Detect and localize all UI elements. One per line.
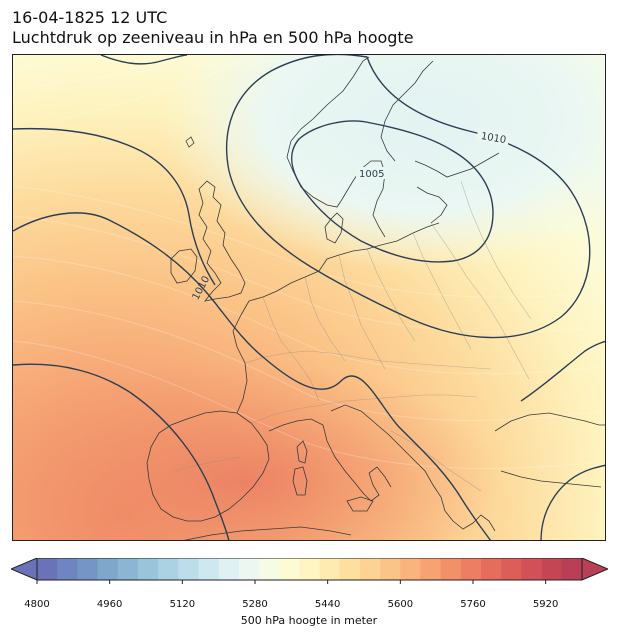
colorbar-swatch	[137, 558, 159, 580]
colorbar-extend-low	[11, 558, 38, 581]
map-title: Luchtdruk op zeeniveau in hPa en 500 hPa…	[12, 28, 414, 47]
colorbar	[11, 558, 608, 584]
coastlines	[146, 56, 605, 540]
colorbar-swatch	[481, 558, 502, 580]
colorbar-swatch	[460, 558, 482, 580]
colorbar-swatch	[521, 558, 543, 580]
colorbar-tick-label: 4800	[24, 599, 50, 610]
map-timestamp: 16-04-1825 12 UTC	[12, 8, 168, 27]
colorbar-tick-label: 5920	[532, 599, 559, 610]
colorbar-frame	[36, 558, 583, 581]
colorbar-swatch	[319, 558, 341, 580]
colorbar-swatch	[420, 558, 442, 580]
colorbar-swatch	[440, 558, 462, 580]
isobars	[13, 55, 605, 540]
colorbar-swatch	[380, 558, 401, 580]
height-band-edges	[13, 60, 605, 469]
colorbar-tick-label: 5440	[314, 599, 341, 610]
colorbar-tick-label: 5760	[460, 599, 486, 610]
isobar-1010-west	[13, 212, 492, 540]
colorbar-tick-marks	[36, 580, 547, 584]
colorbar-swatch	[279, 558, 301, 580]
colorbar-tick-label: 5600	[387, 599, 414, 610]
map-panel: 1005 1010 1010	[12, 54, 606, 541]
colorbar-swatch	[238, 558, 260, 580]
isobar-black-sea	[520, 340, 605, 402]
colorbar-label: 500 hPa hoogte in meter	[240, 614, 378, 627]
isobar-iberia	[13, 363, 230, 540]
colorbar-tick-label: 5120	[169, 599, 196, 610]
colorbar-swatch	[97, 558, 119, 580]
colorbar-swatch	[299, 558, 321, 580]
colorbar-swatch	[37, 558, 58, 580]
colorbar-swatch	[359, 558, 381, 580]
colorbar-swatch	[158, 558, 179, 580]
isobar-label-1005: 1005	[359, 169, 384, 180]
colorbar-swatch	[57, 558, 78, 580]
colorbar-swatch	[339, 558, 361, 580]
weather-map: 1005 1010 1010	[13, 55, 605, 540]
country-borders	[174, 180, 532, 492]
colorbar-swatch	[561, 558, 583, 580]
colorbar-swatch	[77, 558, 99, 580]
isobar-1010-north	[225, 55, 591, 339]
colorbar-swatch	[400, 558, 422, 580]
colorbar-extend-high	[581, 558, 608, 581]
title-block: 16-04-1825 12 UTC Luchtdruk op zeeniveau…	[12, 8, 414, 48]
isobar-north-edge	[100, 55, 188, 65]
colorbar-tick-label: 4960	[96, 599, 123, 610]
colorbar-swatch	[259, 558, 280, 580]
isobar-atlantic	[13, 127, 216, 286]
colorbar-swatch	[501, 558, 523, 580]
colorbar-swatch	[178, 558, 200, 580]
isobar-label-1010-north: 1010	[480, 131, 507, 146]
colorbar-swatch	[218, 558, 240, 580]
colorbar-swatch	[541, 558, 563, 580]
colorbar-swatches	[11, 558, 608, 581]
isobar-south-east	[540, 464, 605, 540]
colorbar-swatch	[198, 558, 220, 580]
isobar-1005-north	[291, 120, 494, 263]
colorbar-tick-label: 5280	[242, 599, 268, 610]
colorbar-swatch	[117, 558, 139, 580]
cold-pool-shading	[161, 55, 605, 271]
